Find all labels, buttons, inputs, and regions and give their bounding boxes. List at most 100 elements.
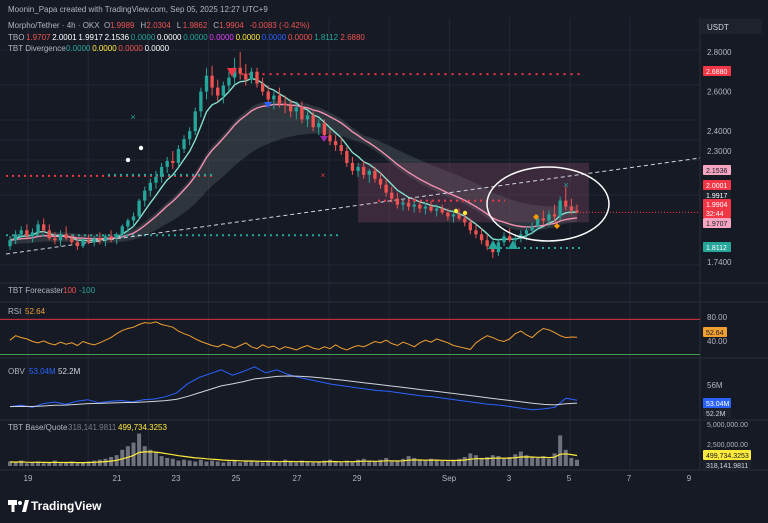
candle-body: [384, 184, 388, 193]
candle-body: [143, 190, 147, 201]
time-axis[interactable]: 19 21 23 25 27 29 Sep 3 5 7 9: [24, 474, 692, 483]
price-badge: 2.6880: [706, 69, 728, 76]
basequote-name: TBT Base/Quote: [8, 423, 68, 432]
price-badge: 2.1536: [706, 168, 728, 175]
ohlc-value: 2.0304: [146, 21, 171, 30]
candle-body: [266, 91, 270, 100]
volume-bar: [322, 460, 327, 466]
candle-body: [569, 206, 574, 211]
volume-bar: [462, 457, 467, 466]
forecaster-name: TBT Forecaster: [8, 286, 64, 295]
signal-cross: ×: [412, 196, 417, 205]
basequote-tick-label: 2,500,000.00: [707, 442, 748, 449]
legend-divergence-name: TBT Divergence: [8, 44, 66, 53]
candle-body: [70, 238, 74, 243]
signal-dot: [453, 208, 459, 214]
volume-bar: [153, 452, 158, 466]
tbo-value: 1.8112: [314, 33, 338, 42]
volume-bar: [412, 457, 417, 466]
volume-bar: [384, 457, 389, 466]
candle-body: [547, 214, 551, 221]
candle-body: [114, 234, 119, 239]
volume-bar: [496, 456, 501, 466]
candle-body: [260, 83, 265, 92]
volume-bar: [193, 461, 198, 466]
obv-name: OBV: [8, 367, 26, 376]
basequote-value-2: 499,734.3253: [118, 423, 167, 432]
volume-bar: [569, 457, 574, 466]
volume-bar: [395, 461, 400, 466]
candle-body: [530, 226, 534, 231]
candle-body: [350, 162, 355, 171]
currency-button[interactable]: USDT: [707, 23, 729, 32]
cloud-fill: [10, 100, 577, 245]
volume-bar: [41, 463, 46, 466]
volume-bar: [356, 459, 361, 466]
price-badge-bg: [703, 199, 731, 209]
signal-dot: [462, 210, 468, 216]
candle-body: [507, 236, 512, 241]
time-tick-label: 3: [507, 474, 512, 483]
time-tick-label: 27: [293, 474, 302, 483]
candle-body: [255, 71, 259, 84]
candle-body: [176, 149, 181, 163]
volume-bar: [260, 462, 265, 466]
volume-bar: [490, 455, 495, 466]
volume-bar: [541, 456, 546, 466]
ohlc-label: H: [140, 21, 146, 30]
time-tick-label: Sep: [442, 474, 457, 483]
currency-button-bg[interactable]: [700, 19, 762, 34]
time-tick-label: 23: [172, 474, 181, 483]
basequote-tick-label: 5,000,000.00: [707, 422, 748, 429]
candle-body: [317, 123, 321, 128]
rsi-tick-label: 40.00: [707, 337, 728, 346]
candle-body: [238, 67, 242, 74]
candle-body: [148, 182, 153, 191]
ohlc-value: 1.9904: [219, 21, 244, 30]
signal-diamond: [533, 214, 539, 220]
volume-bar: [406, 456, 411, 466]
candle-body: [418, 204, 422, 209]
legend-symbol-row[interactable]: Morpho/Tether · 4h · OKX O 1.9989 H 2.0304 L…: [8, 21, 310, 30]
candle-body: [19, 230, 23, 235]
candle-body: [109, 236, 113, 239]
volume-bar: [69, 461, 74, 466]
volume-bar: [327, 459, 332, 466]
forecaster-value-1: 100: [63, 286, 77, 295]
candle-body: [558, 200, 562, 217]
volume-bar: [305, 461, 310, 466]
time-tick-label: 9: [687, 474, 692, 483]
candle-body: [564, 200, 568, 207]
ohlc-value: 1.9989: [110, 21, 135, 30]
price-badge-bg: [703, 242, 731, 252]
volume-bar: [530, 457, 535, 466]
candle-body: [519, 234, 523, 239]
candle-body: [378, 178, 383, 185]
ohlc-label: C: [213, 21, 219, 30]
candle-body: [390, 192, 394, 199]
candle-body: [131, 216, 136, 221]
price-badge-bg: [703, 180, 731, 190]
volume-bar: [507, 457, 512, 466]
candle-body: [311, 115, 315, 128]
volume-bar: [271, 461, 276, 466]
ohlc-label: O: [104, 21, 110, 30]
candle-body: [199, 91, 203, 112]
candle-body: [524, 230, 529, 235]
tbo-value: 1.9917: [78, 33, 103, 42]
highlight-ellipse[interactable]: [486, 166, 610, 242]
candle-body: [86, 240, 91, 243]
signal-cross: ×: [130, 112, 135, 122]
divergence-triangle: [320, 136, 328, 142]
candle-body: [187, 131, 192, 140]
volume-bar: [485, 457, 490, 466]
candle-body: [457, 214, 461, 219]
volume-bar: [243, 461, 248, 466]
volume-bar: [502, 457, 507, 466]
legend-divergence-row[interactable]: TBT Divergence 0.0000 0.0000 0.0000 0.0000: [8, 44, 170, 53]
tbo-value: 0.0000: [131, 33, 156, 42]
legend-tbo-row[interactable]: TBO 1.9707 2.0001 1.9917 2.1536 0.0000 0.0000…: [8, 33, 365, 42]
volume-bar: [563, 449, 568, 466]
volume-bar: [30, 462, 35, 466]
tradingview-logo[interactable]: TradingView: [8, 499, 102, 513]
